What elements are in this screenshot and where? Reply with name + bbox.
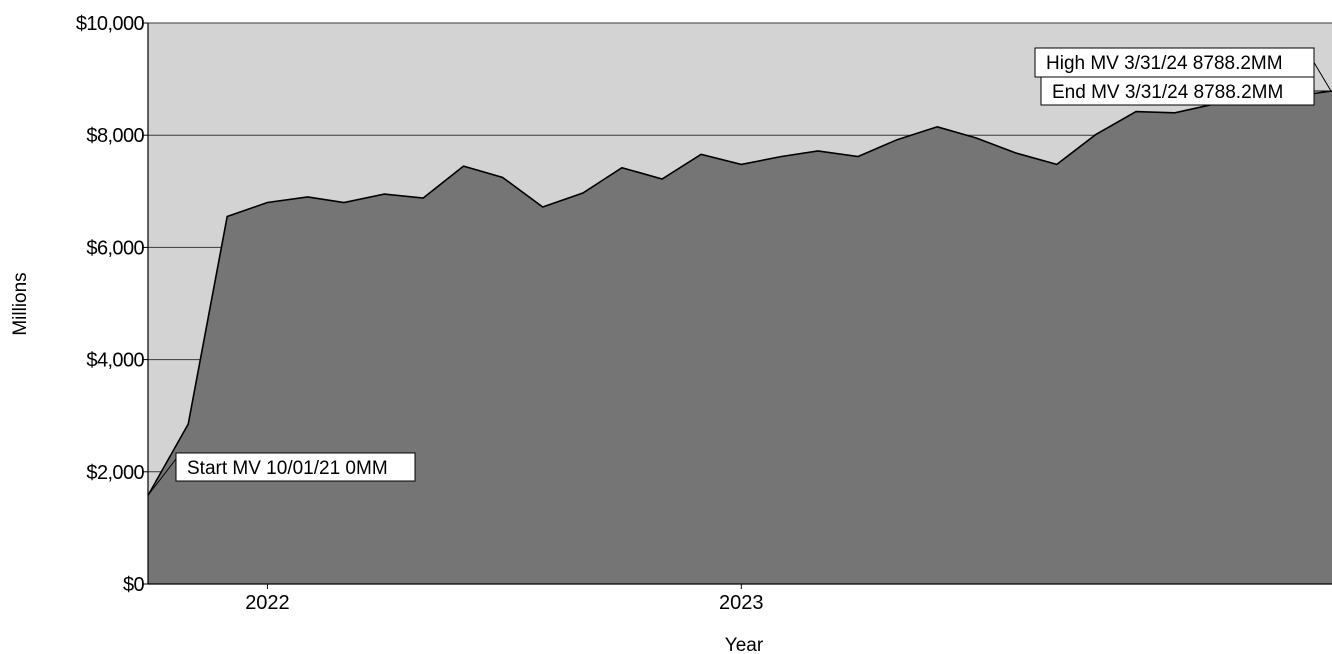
annotation-label: End MV 3/31/24 8788.2MM [1052,82,1283,103]
y-tick-labels: $0 $2,000 $4,000 $6,000 $8,000 $10,000 [76,13,145,596]
x-tick-labels: 2022 2023 [245,592,763,614]
x-tick-label: 2023 [719,592,764,614]
annotation-leader [147,458,177,496]
annotations: Start MV 10/01/21 0MM High MV 3/31/24 878… [147,47,1332,496]
annotation-box [175,452,416,482]
annotation-label: High MV 3/31/24 8788.2MM [1046,53,1283,74]
y-tick-label: $6,000 [86,237,144,259]
y-tick-label: $10,000 [76,13,145,35]
annotation-box [1040,76,1315,106]
y-tick-label: $8,000 [86,125,144,147]
annotation-label: Start MV 10/01/21 0MM [187,458,388,479]
x-tick-label: 2022 [245,592,290,614]
annotation-box [1034,47,1315,78]
y-tick-label: $2,000 [86,462,144,484]
series-area [148,91,1332,584]
annotation-leader [1313,62,1332,92]
x-axis-title: Year [725,635,764,654]
y-tick-label: $0 [123,574,145,596]
axes [142,22,1332,589]
y-tick-label: $4,000 [86,350,144,372]
y-axis-title: Millions [10,272,31,335]
series-line [147,90,1332,496]
